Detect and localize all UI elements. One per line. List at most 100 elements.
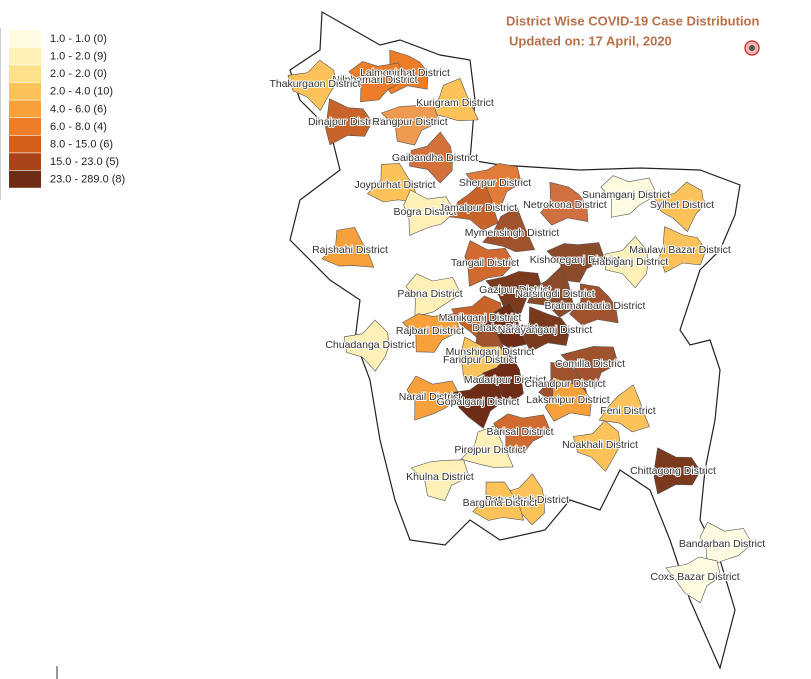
legend-swatch (9, 135, 41, 153)
legend-label: 23.0 - 289.0 (8) (50, 174, 125, 186)
legend-label: 2.0 - 4.0 (10) (50, 86, 113, 98)
district-label: Nilphamari District (332, 74, 417, 86)
district-area (653, 447, 701, 495)
legend-swatch (9, 47, 41, 65)
district-label: Chittagong District (630, 465, 716, 477)
map-title: District Wise COVID-19 Case Distribution (506, 13, 759, 28)
district-label: Bogra District (393, 206, 456, 218)
district-area (665, 556, 722, 604)
district-area (348, 61, 407, 103)
legend-swatch (9, 82, 41, 100)
district-label: Sherpur District (459, 177, 531, 189)
district-label: Brahmanbaria District (545, 300, 646, 312)
district-area (343, 319, 390, 372)
district-area (699, 521, 753, 568)
district-label: Joypurhat District (354, 179, 435, 191)
district-area (465, 163, 522, 210)
legend-label: 4.0 - 6.0 (6) (50, 103, 107, 115)
district-area (493, 413, 552, 454)
district-area (410, 459, 470, 501)
district-label: Patuakhali District (485, 494, 569, 506)
district-label: Thakurgaon District (269, 78, 360, 90)
district-area (472, 481, 525, 521)
district-label: Gaibandha District (392, 152, 478, 164)
district-area (560, 346, 619, 389)
district-label: Netrokona District (523, 199, 607, 211)
district-label: Rajshahi District (312, 244, 388, 256)
district-label: Munshiganj District (446, 346, 535, 358)
district-label: Mymensingh District (465, 227, 560, 239)
district-label: Lalmonirhat District (360, 67, 450, 79)
district-area (604, 235, 649, 289)
district-label: Pabna District (397, 288, 462, 300)
legend-swatch (9, 118, 41, 135)
district-area (526, 266, 575, 318)
district-area (321, 227, 375, 268)
legend-swatch (9, 153, 41, 171)
district-area (598, 384, 650, 433)
district-label: Narsingdi District (515, 288, 594, 300)
district-label: Barisal District (486, 426, 553, 438)
legend-swatch (9, 30, 41, 47)
district-label: Jamalpur District (439, 202, 517, 214)
district-label: Laksmipur District (526, 394, 610, 406)
location-marker-dot (749, 45, 755, 51)
legend-swatch (9, 170, 41, 188)
district-label: Manikganj District (439, 312, 522, 324)
district-label: Chandpur District (524, 378, 605, 390)
district-area (600, 175, 658, 218)
district-area (406, 375, 461, 421)
district-label: Faridpur District (443, 354, 517, 366)
district-label: Tangail District (451, 257, 519, 269)
district-area (287, 59, 337, 111)
district-label: Rangpur District (372, 116, 447, 128)
map-subtitle: Updated on: 17 April, 2020 (509, 33, 672, 48)
legend-label: 1.0 - 2.0 (9) (50, 51, 107, 63)
district-area (477, 353, 524, 405)
district-area (464, 240, 515, 287)
district-area (402, 313, 461, 353)
legend-label: 1.0 - 1.0 (0) (50, 33, 107, 45)
district-area (482, 207, 536, 253)
legend-label: 15.0 - 23.0 (5) (50, 156, 119, 168)
district-label: Sunamganj District (582, 189, 670, 201)
legend: 1.0 - 1.0 (0) 1.0 - 2.0 (9) 2.0 - 2.0 (0) 2… (9, 30, 125, 188)
district-label: Noakhali District (562, 439, 638, 451)
legend-swatch (9, 100, 41, 118)
district-label: Dhaka District (472, 322, 537, 334)
district-label: Madaripur District (464, 374, 546, 386)
district-area (325, 98, 373, 146)
district-label: Pirojpur District (454, 444, 525, 456)
district-label: Gopalganj District (437, 396, 520, 408)
district-area (449, 181, 499, 231)
district-area (403, 189, 456, 236)
district-area (572, 420, 621, 472)
district-area (448, 380, 503, 429)
district-label: Maulavi Bazar District (629, 244, 731, 256)
district-label: Gazipur District (479, 284, 551, 296)
district-label: Bandarban District (679, 538, 765, 550)
district-area (569, 283, 619, 326)
district-area (544, 376, 592, 422)
legend-label: 8.0 - 15.0 (6) (50, 139, 113, 151)
district-label: Coxs Bazar District (650, 571, 739, 583)
district-label: Rajbari District (396, 325, 464, 337)
district-area (380, 104, 440, 146)
district-layer (287, 49, 753, 604)
district-area (659, 226, 707, 273)
district-area (409, 131, 453, 184)
legend-label: 6.0 - 8.0 (4) (50, 121, 107, 133)
district-area (460, 425, 514, 468)
district-label: Narayanganj District (498, 324, 593, 336)
district-label: Feni District (600, 405, 656, 417)
district-label: Chuadanga District (325, 339, 414, 351)
district-label: Comilla District (555, 358, 625, 370)
district-area (405, 273, 462, 318)
legend-swatch (9, 65, 41, 83)
district-label: Habiganj District (592, 256, 669, 268)
district-area (540, 181, 589, 226)
district-label: Narail District (399, 391, 462, 403)
district-area (485, 271, 543, 316)
